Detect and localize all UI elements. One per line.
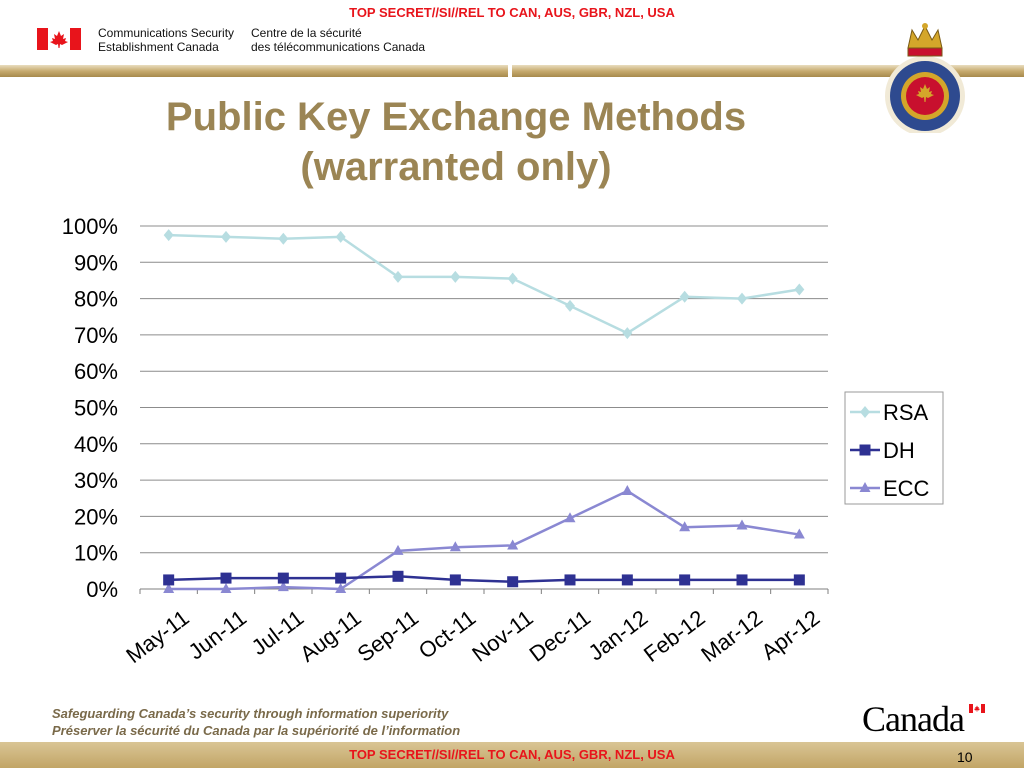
data-point-rsa bbox=[794, 283, 805, 296]
y-tick-label: 30% bbox=[74, 468, 118, 493]
page-number: 10 bbox=[957, 749, 973, 765]
data-point-ecc bbox=[277, 581, 289, 592]
data-point-rsa bbox=[450, 270, 461, 283]
y-tick-label: 100% bbox=[62, 214, 118, 239]
x-tick-label: Apr-12 bbox=[757, 605, 825, 665]
slide-title: Public Key Exchange Methods (warranted o… bbox=[100, 92, 812, 192]
series-ecc bbox=[163, 484, 805, 593]
data-point-dh bbox=[564, 574, 576, 586]
data-point-ecc bbox=[392, 544, 404, 555]
series-dh bbox=[163, 570, 805, 588]
slide-title-line1: Public Key Exchange Methods bbox=[165, 95, 747, 139]
x-tick-label: Feb-12 bbox=[639, 605, 710, 667]
data-point-ecc bbox=[564, 512, 576, 523]
data-point-rsa bbox=[507, 272, 518, 285]
data-point-dh bbox=[621, 574, 633, 586]
data-point-ecc bbox=[507, 539, 519, 550]
org-en-line2: Establishment Canada bbox=[98, 40, 219, 54]
data-point-rsa bbox=[221, 230, 231, 243]
x-tick-label: Jan-12 bbox=[584, 605, 653, 665]
data-point-dh bbox=[392, 570, 404, 582]
y-tick-label: 20% bbox=[74, 504, 118, 529]
canada-flag-icon bbox=[37, 28, 81, 50]
footer-band bbox=[0, 742, 1024, 768]
y-tick-label: 80% bbox=[74, 287, 118, 312]
chart-x-axis: May-11Jun-11Jul-11Aug-11Sep-11Oct-11Nov-… bbox=[121, 605, 824, 668]
classification-banner-bottom: TOP SECRET//SI//REL TO CAN, AUS, GBR, NZ… bbox=[349, 747, 675, 762]
y-tick-label: 50% bbox=[74, 396, 118, 421]
x-tick-label: Aug-11 bbox=[295, 605, 365, 667]
footer-tagline: Safeguarding Canada’s security through i… bbox=[52, 705, 460, 739]
y-tick-label: 90% bbox=[74, 250, 118, 275]
x-tick-label: Sep-11 bbox=[353, 605, 423, 667]
data-point-ecc bbox=[679, 521, 691, 532]
y-tick-label: 70% bbox=[74, 323, 118, 348]
classification-banner-top: TOP SECRET//SI//REL TO CAN, AUS, GBR, NZ… bbox=[349, 5, 675, 20]
org-fr-line2: des télécommunications Canada bbox=[251, 40, 426, 54]
data-point-ecc bbox=[736, 519, 748, 530]
series-line-dh bbox=[168, 575, 800, 583]
line-chart: 0% 10% 20% 30% 40% 50% 60% 70% 80% 90% 100% May-11… bbox=[62, 214, 944, 668]
chart-series bbox=[163, 229, 805, 593]
data-point-rsa bbox=[163, 229, 174, 242]
data-point-dh bbox=[220, 572, 232, 584]
data-point-dh bbox=[736, 574, 748, 586]
org-fr-line1: Centre de la sécurité bbox=[251, 26, 362, 40]
legend-marker bbox=[859, 482, 871, 492]
y-tick-label: 60% bbox=[74, 359, 118, 384]
header-band bbox=[0, 65, 1024, 77]
chart-legend: RSA DH ECC bbox=[844, 391, 944, 505]
series-line-rsa bbox=[168, 233, 800, 335]
data-point-ecc bbox=[335, 583, 347, 593]
data-point-dh bbox=[449, 574, 461, 586]
y-tick-label: 10% bbox=[74, 541, 118, 566]
data-point-rsa bbox=[335, 230, 346, 243]
x-tick-label: Mar-12 bbox=[696, 605, 767, 667]
data-point-ecc bbox=[449, 541, 461, 552]
y-tick-label: 40% bbox=[74, 432, 118, 457]
chart-y-axis: 0% 10% 20% 30% 40% 50% 60% 70% 80% 90% 100% bbox=[62, 214, 118, 602]
data-point-dh bbox=[335, 572, 347, 584]
data-point-ecc bbox=[621, 484, 633, 495]
x-tick-label: May-11 bbox=[121, 605, 193, 668]
slide-title-line2: (warranted only) bbox=[300, 145, 612, 189]
series-line-ecc bbox=[168, 489, 800, 591]
data-point-dh bbox=[679, 574, 691, 586]
chart-gridlines bbox=[139, 225, 829, 594]
data-point-ecc bbox=[793, 528, 805, 539]
data-point-rsa bbox=[565, 299, 575, 312]
x-tick-label: Jun-11 bbox=[184, 605, 251, 664]
legend-label-dh: DH bbox=[883, 438, 915, 463]
tagline-french: Préserver la sécurité du Canada par la s… bbox=[52, 723, 461, 738]
legend-marker bbox=[859, 444, 871, 456]
data-point-dh bbox=[277, 572, 289, 584]
org-name-french: Centre de la sécurité des télécommunicat… bbox=[251, 26, 425, 54]
cse-crest-seal-icon bbox=[885, 23, 965, 133]
data-point-rsa bbox=[393, 270, 403, 283]
canada-wordmark: Canada bbox=[862, 699, 965, 739]
series-rsa bbox=[163, 229, 805, 340]
x-tick-label: Nov-11 bbox=[467, 605, 537, 667]
data-point-rsa bbox=[679, 290, 690, 303]
legend-label-rsa: RSA bbox=[883, 400, 929, 425]
data-point-ecc bbox=[220, 583, 232, 593]
data-point-rsa bbox=[737, 292, 747, 305]
org-en-line1: Communications Security bbox=[98, 26, 235, 40]
x-tick-label: Oct-11 bbox=[414, 605, 480, 664]
canada-wordmark-flag-icon bbox=[969, 704, 985, 713]
data-point-ecc bbox=[163, 583, 175, 593]
data-point-rsa bbox=[278, 232, 289, 245]
legend-marker bbox=[860, 406, 870, 418]
x-tick-label: Dec-11 bbox=[525, 605, 595, 667]
data-point-dh bbox=[163, 574, 175, 586]
tagline-english: Safeguarding Canada’s security through i… bbox=[52, 706, 449, 721]
data-point-dh bbox=[793, 574, 805, 586]
data-point-rsa bbox=[622, 327, 633, 340]
legend-label-ecc: ECC bbox=[883, 476, 930, 501]
org-name-english: Communications Security Establishment Ca… bbox=[98, 26, 234, 54]
y-tick-label: 0% bbox=[86, 577, 118, 602]
data-point-dh bbox=[507, 576, 519, 588]
